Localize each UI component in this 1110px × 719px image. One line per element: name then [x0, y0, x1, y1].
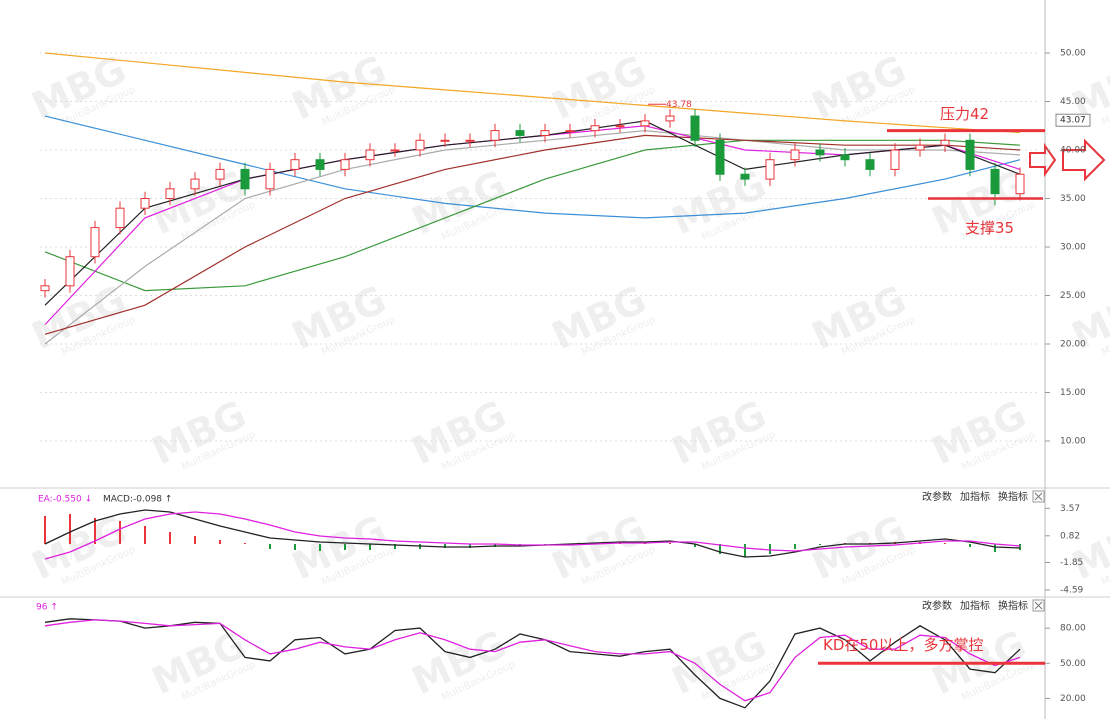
candle-body [365, 149, 375, 161]
candle-body [540, 130, 550, 136]
close-icon [1034, 601, 1043, 610]
ma-line [44, 52, 1021, 134]
peak-label: 43.78 [666, 100, 692, 110]
arrow-icon [1062, 138, 1106, 182]
y-tick-label: 10.00 [1060, 437, 1086, 447]
button: 改参数 [922, 599, 952, 612]
candle-body [240, 168, 250, 190]
candle-body [340, 159, 350, 170]
y-tick-label: 25.00 [1060, 291, 1086, 301]
candle-body [765, 159, 775, 180]
candle-body [440, 139, 450, 142]
y-tick-label: 45.00 [1060, 97, 1086, 107]
y-tick-label: 0.82 [1060, 531, 1080, 541]
candle-body [465, 139, 475, 142]
candle-body [40, 285, 50, 292]
candle-body [940, 139, 950, 146]
candle-body [815, 149, 825, 156]
ma-line [44, 115, 1021, 219]
candle-body [590, 125, 600, 132]
candle-body [865, 159, 875, 170]
y-tick-label: 3.57 [1060, 504, 1080, 514]
y-tick-label: -1.85 [1060, 558, 1083, 568]
candle-body [415, 139, 425, 151]
candle-body [1015, 173, 1025, 195]
candle-body [990, 168, 1000, 195]
button: 改参数 [922, 490, 952, 503]
candle-body [565, 130, 575, 133]
annotation: KD在50以上，多方掌控 [823, 636, 983, 654]
candle-body [640, 120, 650, 127]
candle-body [265, 168, 275, 190]
y-tick-label: 50.00 [1060, 659, 1086, 669]
candle-body [515, 130, 525, 136]
candle-body [665, 115, 675, 122]
candle-body [790, 149, 800, 161]
candle-body [690, 115, 700, 141]
candle-body [115, 207, 125, 229]
candle-body [215, 168, 225, 180]
indicator-line [44, 511, 1021, 560]
candle-body [190, 178, 200, 190]
y-tick-label: 35.00 [1060, 194, 1086, 204]
y-tick-label: 30.00 [1060, 243, 1086, 253]
candle-body [90, 227, 100, 258]
candle-body [65, 256, 75, 287]
close-button [1032, 599, 1045, 612]
candle-body [890, 149, 900, 170]
y-tick-label: 40.00 [1060, 146, 1086, 156]
last-price: 43.07 [1060, 116, 1086, 126]
candle-body [490, 130, 500, 141]
candle-body [140, 198, 150, 209]
indicator-line [44, 619, 1021, 702]
candle-body [965, 139, 975, 170]
candle-body [165, 188, 175, 200]
button: 加指标 [960, 490, 990, 503]
last-price-box [1055, 113, 1091, 127]
close-icon [1034, 492, 1043, 501]
indicator-header: MACD:-0.098 ↑ [103, 495, 172, 505]
y-tick-label: 15.00 [1060, 388, 1086, 398]
indicator-line [44, 618, 1021, 709]
indicator-header: 96 ↑ [36, 603, 58, 613]
candle-body [840, 154, 850, 161]
candle-body [615, 125, 625, 128]
ma-line [44, 139, 1021, 292]
candle-body [715, 139, 725, 175]
button: 换指标 [998, 599, 1028, 612]
indicator-header: EA:-0.550 ↓ [38, 495, 92, 505]
button: 换指标 [998, 490, 1028, 503]
y-tick-label: 80.00 [1060, 624, 1086, 634]
support-label: 支撑35 [965, 219, 1014, 237]
y-tick-label: 50.00 [1060, 49, 1086, 59]
y-tick-label: 20.00 [1060, 694, 1086, 704]
y-tick-label: -4.59 [1060, 585, 1084, 595]
close-button [1032, 490, 1045, 503]
ma-line [44, 134, 1021, 335]
candle-body [290, 159, 300, 170]
candle-body [315, 159, 325, 170]
button: 加指标 [960, 599, 990, 612]
candle-body [390, 149, 400, 152]
y-tick-label: 20.00 [1060, 340, 1086, 350]
resistance-label: 压力42 [940, 105, 989, 123]
candle-body [740, 173, 750, 180]
candle-body [915, 144, 925, 151]
arrow-icon [1029, 142, 1057, 178]
